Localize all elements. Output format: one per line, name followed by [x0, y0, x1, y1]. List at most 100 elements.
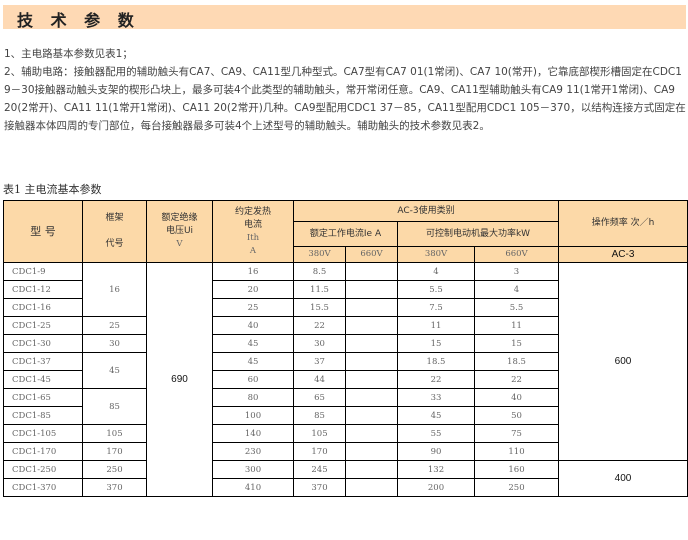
cell-kw-380v: 5.5	[397, 280, 475, 299]
cell-ie-380v: 44	[293, 370, 346, 389]
cell-frame: 85	[82, 388, 147, 425]
cell-kw-380v: 18.5	[397, 352, 475, 371]
cell-kw-380v: 4	[397, 262, 475, 281]
cell-kw-380v: 7.5	[397, 298, 475, 317]
cell-ith: 100	[212, 406, 294, 425]
cell-ie-380v: 170	[293, 442, 346, 461]
cell-ie-660v	[345, 334, 398, 353]
cell-ie-380v: 85	[293, 406, 346, 425]
cell-ie-380v: 30	[293, 334, 346, 353]
table-row: CDC1-250 250 300 245 132 160 400	[3, 460, 688, 497]
cell-kw-380v: 132	[397, 460, 475, 479]
cell-ie-660v	[345, 478, 398, 497]
cell-ie-380v: 37	[293, 352, 346, 371]
cell-ie-660v	[345, 280, 398, 299]
cell-kw-380v: 22	[397, 370, 475, 389]
cell-ie-660v	[345, 352, 398, 371]
cell-kw-660v: 250	[473, 478, 560, 497]
cell-kw-660v: 4	[473, 280, 560, 299]
cell-frame: 16	[82, 262, 147, 317]
cell-kw-380v: 45	[397, 406, 475, 425]
header-kw-660v: 660V	[473, 246, 560, 263]
cell-ie-660v	[345, 370, 398, 389]
cell-frame: 170	[82, 442, 147, 461]
cell-model: CDC1-370	[3, 478, 83, 497]
cell-ie-380v: 65	[293, 388, 346, 407]
cell-kw-660v: 50	[473, 406, 560, 425]
cell-kw-660v: 15	[473, 334, 560, 353]
header-ac3-category: AC-3使用类别	[292, 200, 560, 222]
header-ie-380v: 380V	[293, 246, 346, 263]
cell-frequency: 600	[558, 262, 688, 461]
cell-kw-660v: 110	[473, 442, 560, 461]
cell-kw-660v: 3	[473, 262, 560, 281]
cell-ie-660v	[345, 298, 398, 317]
cell-model: CDC1-250	[3, 460, 83, 479]
cell-ie-380v: 22	[293, 316, 346, 335]
cell-ie-380v: 8.5	[293, 262, 346, 281]
header-motor-power: 可控制电动机最大功率kW	[396, 221, 560, 247]
cell-kw-660v: 40	[473, 388, 560, 407]
header-kw-380v: 380V	[397, 246, 475, 263]
table-row: CDC1-9 16 690 16 8.5 4 3 600	[3, 262, 688, 497]
cell-kw-380v: 200	[397, 478, 475, 497]
cell-ie-660v	[345, 424, 398, 443]
cell-model: CDC1-85	[3, 406, 83, 425]
cell-model: CDC1-16	[3, 298, 83, 317]
cell-kw-380v: 33	[397, 388, 475, 407]
cell-model: CDC1-30	[3, 334, 83, 353]
cell-kw-380v: 15	[397, 334, 475, 353]
cell-model: CDC1-105	[3, 424, 83, 443]
cell-kw-660v: 18.5	[473, 352, 560, 371]
cell-model: CDC1-170	[3, 442, 83, 461]
cell-model: CDC1-45	[3, 370, 83, 389]
table-row: CDC1-16 25 15.5 7.5 5.5	[3, 298, 688, 317]
cell-ie-380v: 11.5	[293, 280, 346, 299]
cell-frame: 250	[82, 460, 147, 479]
cell-ith: 80	[212, 388, 294, 407]
description: 1、主电路基本参数见表1； 2、辅助电路：接触器配用的辅助触头有CA7、CA9、…	[4, 45, 686, 135]
cell-frame: 25	[82, 316, 147, 335]
header-model: 型 号	[3, 200, 83, 263]
cell-ie-660v	[345, 442, 398, 461]
cell-model: CDC1-25	[3, 316, 83, 335]
table-caption: 表1 主电流基本参数	[3, 183, 102, 196]
cell-kw-660v: 22	[473, 370, 560, 389]
section-title: 技 术 参 数	[17, 11, 140, 30]
cell-frame: 45	[82, 352, 147, 389]
cell-model: CDC1-12	[3, 280, 83, 299]
cell-ie-380v: 370	[293, 478, 346, 497]
cell-kw-660v: 5.5	[473, 298, 560, 317]
cell-ith: 16	[212, 262, 294, 281]
cell-ith: 45	[212, 352, 294, 371]
cell-ie-380v: 15.5	[293, 298, 346, 317]
cell-ie-380v: 105	[293, 424, 346, 443]
cell-ith: 60	[212, 370, 294, 389]
cell-kw-380v: 11	[397, 316, 475, 335]
header-ie-660v: 660V	[345, 246, 398, 263]
cell-frame: 370	[82, 478, 147, 497]
table-row: CDC1-37 45 45 37 18.5 18.5	[3, 352, 688, 389]
cell-kw-660v: 75	[473, 424, 560, 443]
cell-kw-380v: 90	[397, 442, 475, 461]
cell-kw-660v: 160	[473, 460, 560, 479]
cell-ith: 300	[212, 460, 294, 479]
table-row: CDC1-370 370 410 370 200 250	[3, 478, 688, 497]
cell-model: CDC1-65	[3, 388, 83, 407]
cell-model: CDC1-37	[3, 352, 83, 371]
cell-ie-660v	[345, 316, 398, 335]
cell-ith: 40	[212, 316, 294, 335]
cell-ith: 20	[212, 280, 294, 299]
cell-ie-660v	[345, 406, 398, 425]
cell-ith: 230	[212, 442, 294, 461]
section-title-bar: 技 术 参 数	[3, 5, 686, 30]
cell-kw-660v: 11	[473, 316, 560, 335]
main-circuit-parameters-table: 型 号 框架 代号 额定绝缘 电压Ui V 约定发热 电流 Ith A AC-3使用类别 操…	[3, 200, 688, 497]
header-frame: 框架 代号	[82, 200, 147, 263]
header-ui: 额定绝缘 电压Ui V	[146, 200, 213, 263]
cell-model: CDC1-9	[3, 262, 83, 281]
table-row: CDC1-65 85 80 65 33 40	[3, 388, 688, 425]
cell-ie-660v	[345, 388, 398, 407]
cell-kw-380v: 55	[397, 424, 475, 443]
header-frequency: 操作频率 次／h	[558, 200, 688, 247]
